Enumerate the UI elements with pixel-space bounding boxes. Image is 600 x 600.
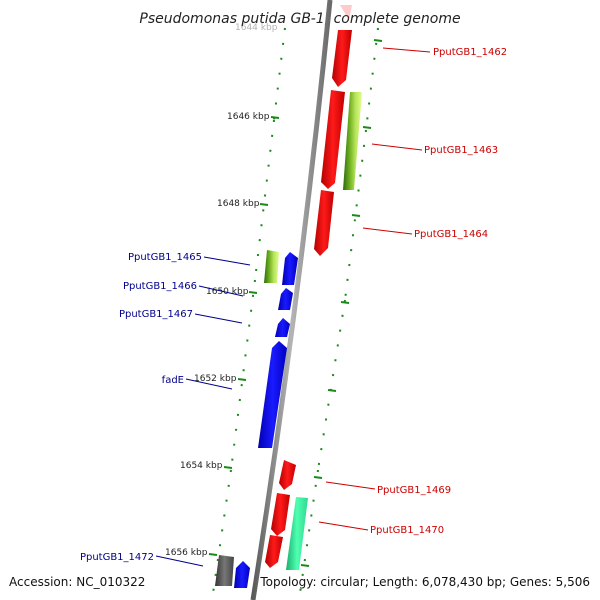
gene-green-1465[interactable] (264, 250, 279, 283)
gene-pputgb1-1466[interactable] (278, 288, 293, 310)
label-pputgb1-1470[interactable]: PputGB1_1470 (370, 525, 444, 536)
label-pputgb1-1472[interactable]: PputGB1_1472 (80, 552, 154, 563)
label-pputgb1-1464[interactable]: PputGB1_1464 (414, 229, 488, 240)
left-tick-track (211, 27, 286, 600)
label-pputgb1-1465[interactable]: PputGB1_1465 (128, 252, 202, 263)
label-pputgb1-1467[interactable]: PputGB1_1467 (119, 309, 193, 320)
gene-pputgb1-1469[interactable] (279, 460, 296, 490)
tick-label-1648: 1648 kbp (217, 199, 260, 209)
major-ticks-right (300, 39, 383, 567)
gene-pputgb1-1462[interactable] (332, 30, 352, 87)
label-pputgb1-1463[interactable]: PputGB1_1463 (424, 145, 498, 156)
major-ticks-left (208, 116, 280, 556)
gene-green-1463[interactable] (343, 92, 362, 190)
gene-teal-1470[interactable] (286, 497, 308, 570)
label-fade[interactable]: fadE (162, 375, 184, 386)
gene-faded-top (340, 5, 352, 20)
topology-text: Topology: circular; Length: 6,078,430 bp… (259, 575, 590, 589)
right-gene-labels: PputGB1_1462 PputGB1_1463 PputGB1_1464 P… (370, 47, 507, 536)
gene-fade[interactable] (258, 341, 287, 448)
gene-pputgb1-1465[interactable] (282, 252, 298, 285)
gene-pputgb1-1470[interactable] (271, 493, 290, 536)
right-leader-lines (318, 47, 431, 531)
genome-backbone (250, 0, 333, 600)
gene-pputgb1-1471[interactable] (265, 535, 283, 568)
left-gene-labels: PputGB1_1465 PputGB1_1466 PputGB1_1467 f… (80, 252, 202, 563)
gene-pputgb1-1472[interactable] (234, 561, 250, 588)
tick-label-1656: 1656 kbp (165, 548, 208, 558)
gene-pputgb1-1463[interactable] (321, 90, 345, 189)
tick-label-faded: 1644 kbp (235, 23, 278, 33)
gene-pputgb1-1467[interactable] (275, 318, 290, 337)
tick-label-1646: 1646 kbp (227, 112, 270, 122)
gene-pputgb1-1464[interactable] (314, 190, 334, 256)
left-leader-lines (155, 256, 251, 567)
reverse-genes (234, 252, 298, 588)
label-pputgb1-1462[interactable]: PputGB1_1462 (433, 47, 507, 58)
tick-label-1654: 1654 kbp (180, 461, 223, 471)
forward-genes (265, 5, 352, 568)
label-pputgb1-1466[interactable]: PputGB1_1466 (123, 281, 197, 292)
tick-label-1652: 1652 kbp (194, 374, 237, 384)
map-title: Pseudomonas putida GB-1, complete genome (139, 11, 460, 27)
gene-gray-1472[interactable] (215, 555, 234, 586)
accession-text: Accession: NC_010322 (9, 575, 145, 589)
label-pputgb1-1469[interactable]: PputGB1_1469 (377, 485, 451, 496)
